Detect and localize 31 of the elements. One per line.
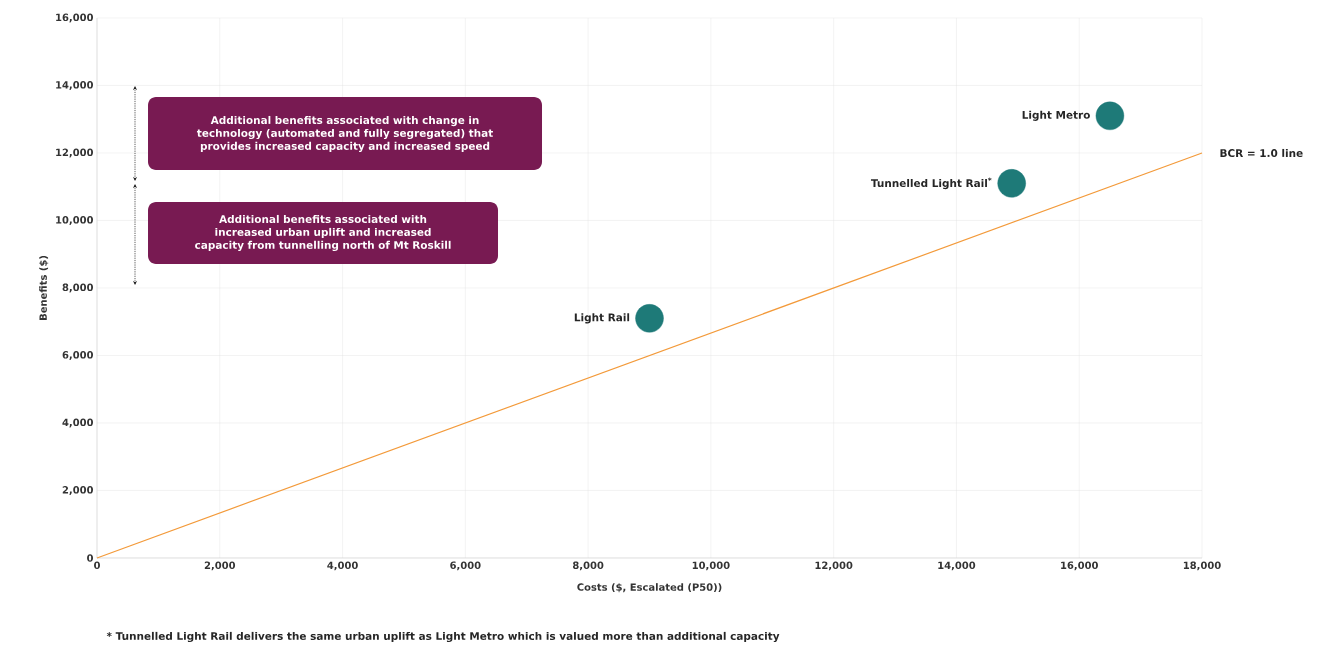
y-tick-label: 12,000: [56, 148, 94, 158]
point: [997, 169, 1026, 198]
x-tick-label: 10,000: [692, 561, 730, 571]
y-tick-label: 6,000: [62, 351, 94, 360]
series-label: Tunnelled Light Rail$^{*}$: [870, 177, 992, 190]
y-tick-label: 4,000: [62, 418, 94, 428]
y-tick-label: 8,000: [62, 283, 94, 293]
x-tick-label: 6,000: [450, 561, 481, 571]
x-tick-label: 14,000: [938, 561, 976, 571]
x-tick-label: 0: [94, 561, 100, 570]
series-label: Light Rail: [574, 313, 630, 324]
y-tick-label: 2,000: [62, 486, 94, 495]
x-tick-label: 4,000: [327, 561, 358, 571]
y-tick-label: 0: [87, 554, 94, 562]
annotation: Additional benefits associated with change in technology (automated and fully segregated) that provides increased capacity and increased speed: [196, 115, 493, 153]
x-tick-label: 8,000: [572, 561, 604, 571]
annotation: Additional benefits associated with increased urban uplift and increased capacity from tunnelling north of Mt Roskill: [195, 214, 451, 252]
x-tick-label: 16,000: [1061, 561, 1098, 571]
text: * Tunnelled Light Rail delivers the same urban uplift as Light Metro which is valued more than additional capacity: [106, 631, 780, 643]
y-tick-label: 16,000: [56, 13, 94, 23]
x-tick-label: 2,000: [204, 561, 236, 571]
point: [1095, 101, 1125, 131]
y-tick-label: 10,000: [56, 216, 94, 225]
point: [635, 304, 664, 333]
series-label: BCR = 1.0 line: [1220, 148, 1303, 158]
x-tick-label: 12,000: [815, 561, 853, 571]
y-tick-label: 14,000: [56, 81, 94, 90]
x-axis-title: Costs ($, Escalated (P50)): [577, 583, 722, 593]
y-axis-title: Benefits ($): [39, 255, 49, 320]
series-label: Light Metro: [1022, 110, 1090, 121]
x-tick-label: 18,000: [1183, 561, 1221, 571]
